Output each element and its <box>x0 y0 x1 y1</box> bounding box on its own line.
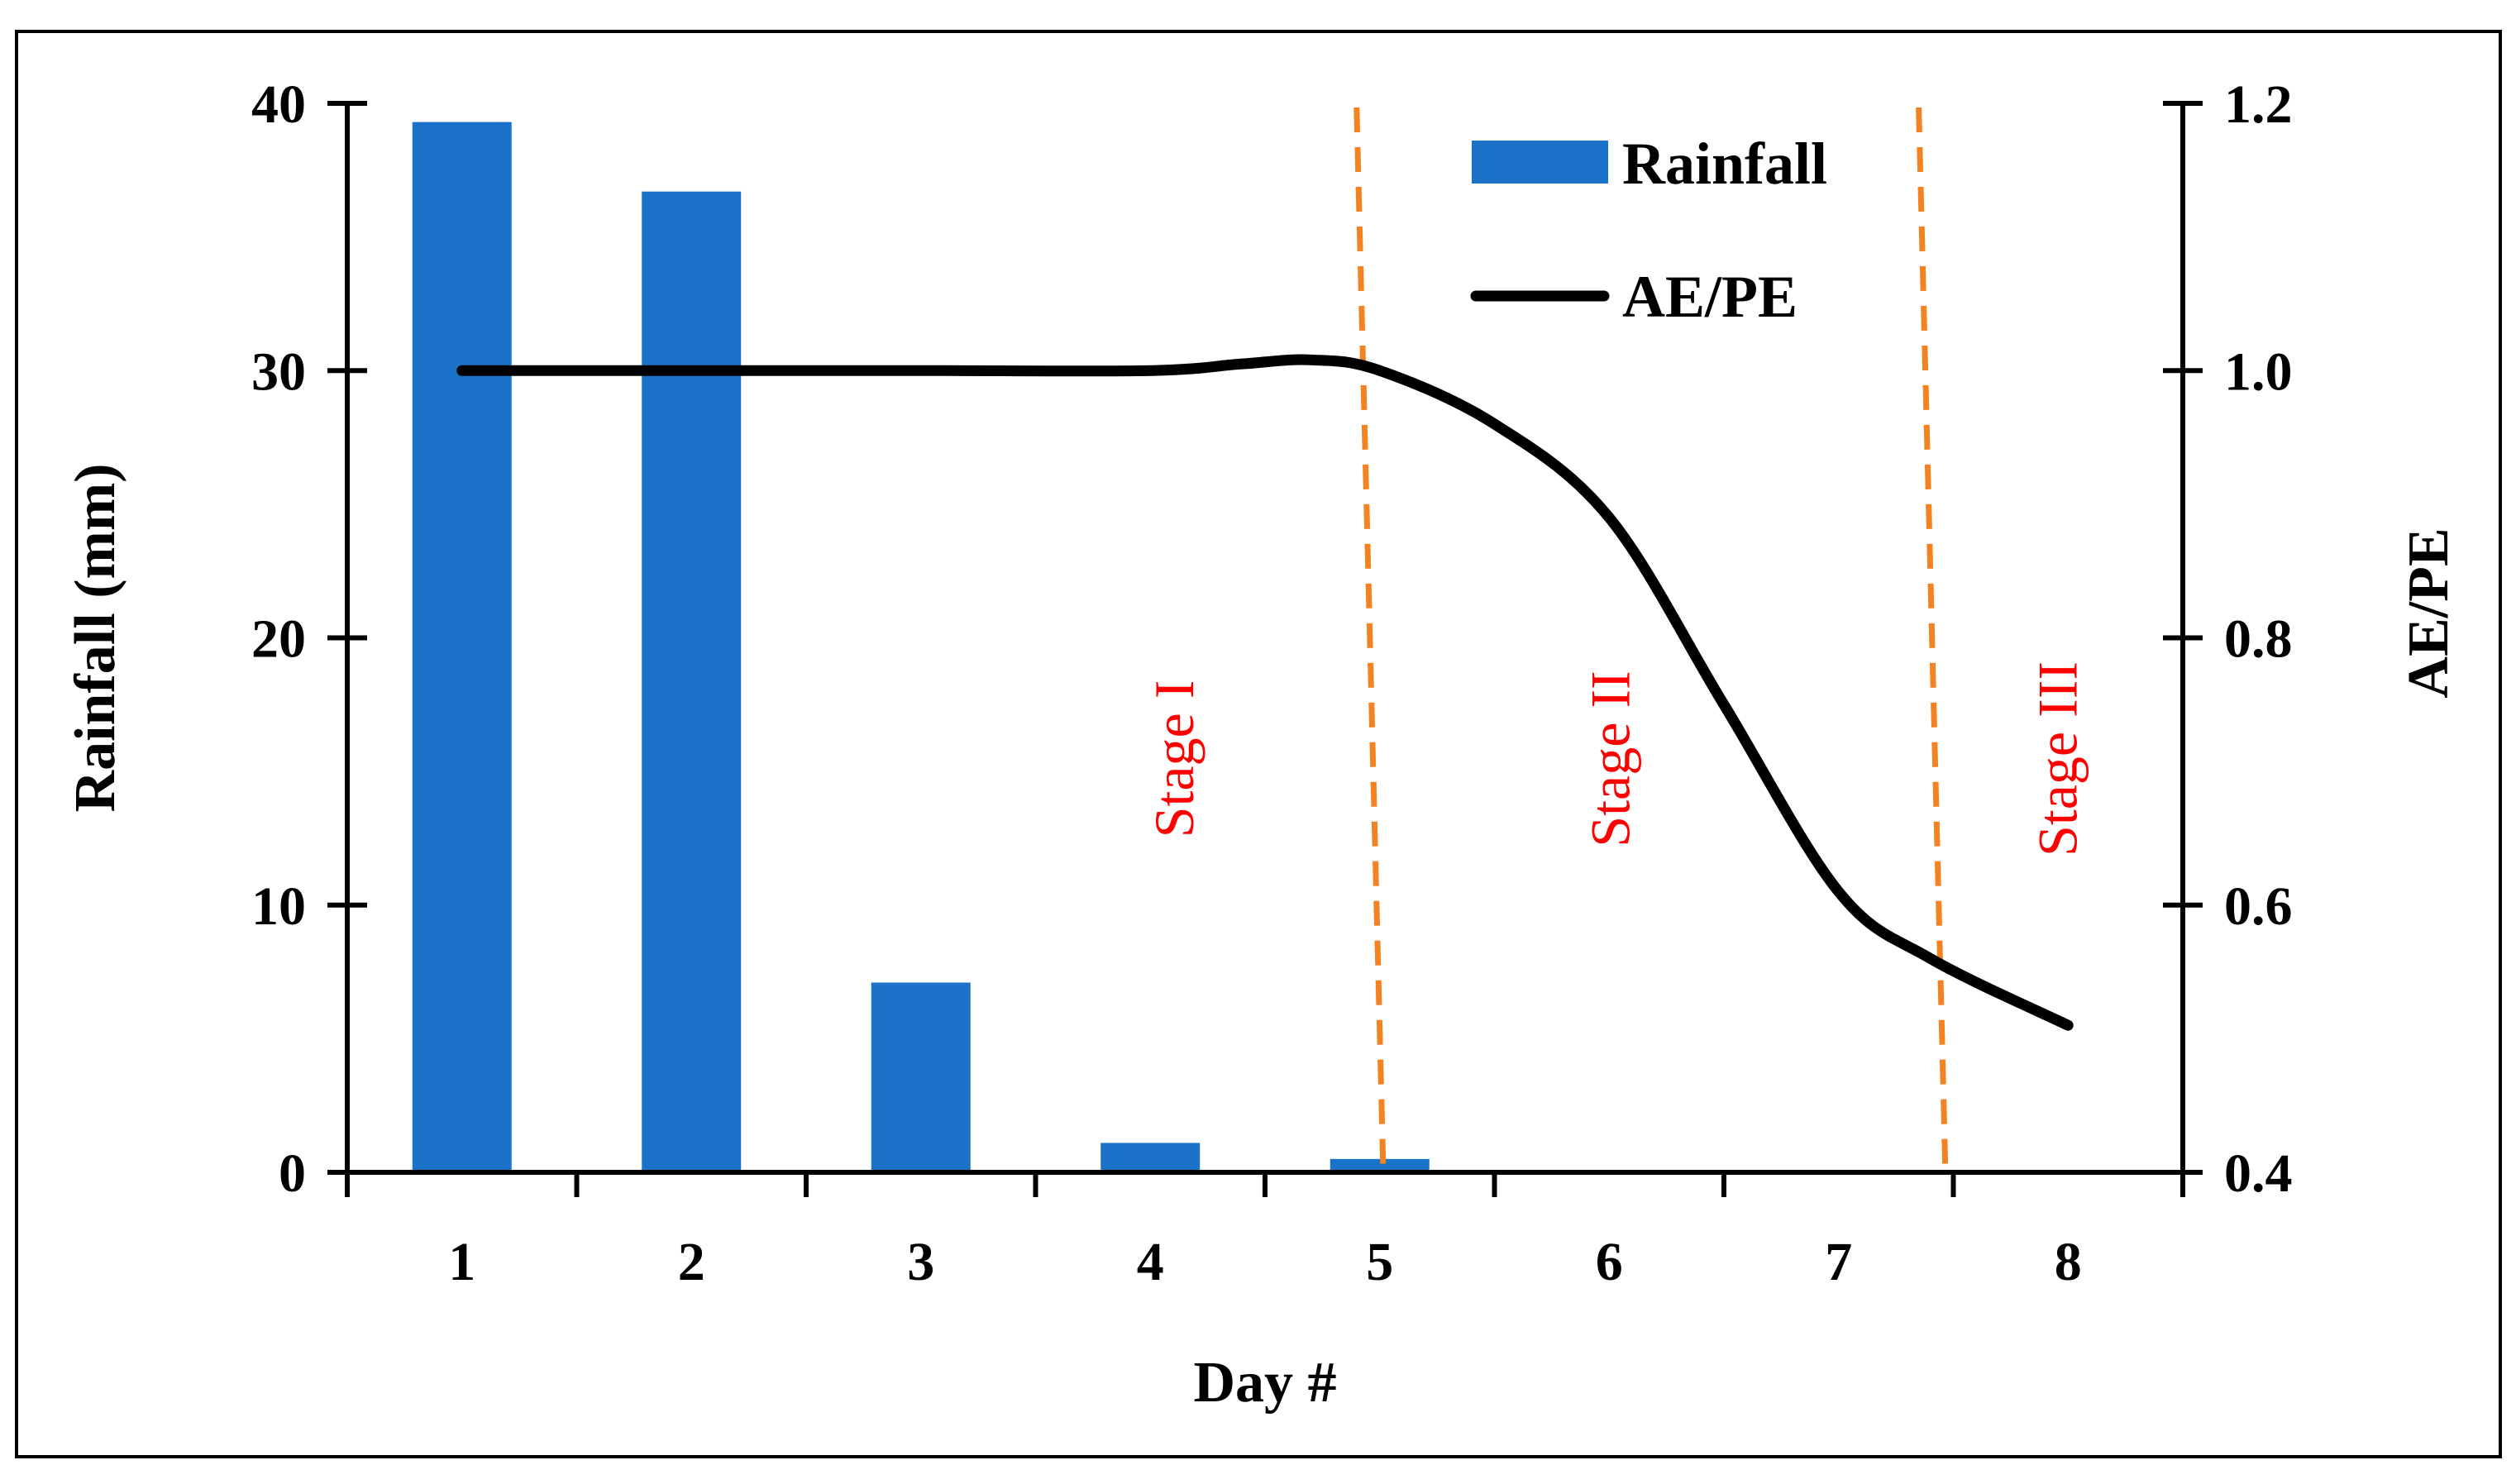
stage-label-3: Stage III <box>2026 661 2089 857</box>
stage-divider-1 <box>1353 107 1387 1165</box>
right-tick-label-1.0: 1.0 <box>2224 341 2293 402</box>
right-tick-label-0.8: 0.8 <box>2224 609 2293 670</box>
legend: Rainfall AE/PE <box>1470 131 1827 330</box>
rainfall-bar-day-1 <box>412 122 512 1173</box>
stage-dividers <box>1353 107 1949 1165</box>
legend-label-rainfall: Rainfall <box>1622 131 1827 197</box>
left-tick-label-40: 40 <box>251 74 306 135</box>
stage-label-1: Stage I <box>1143 680 1205 838</box>
x-tick-label-8: 8 <box>2055 1232 2082 1292</box>
legend-label-ae-pe: AE/PE <box>1622 264 1797 330</box>
x-tick-label-5: 5 <box>1366 1232 1393 1292</box>
right-tick-label-0.6: 0.6 <box>2224 876 2293 937</box>
axes: 0 10 20 30 40 0.4 0.6 0.8 1.0 1.2 1 2 3 4 5 6 7 8 Day # Rai… <box>64 74 2461 1415</box>
left-tick-label-0: 0 <box>279 1143 306 1204</box>
rainfall-bar-day-3 <box>871 982 971 1172</box>
stage-annotations: Stage I Stage II Stage III <box>1143 661 2089 857</box>
x-tick-label-7: 7 <box>1825 1232 1852 1292</box>
x-axis-title: Day # <box>1193 1351 1336 1415</box>
rainfall-bar-day-5 <box>1330 1158 1430 1172</box>
rainfall-bar-day-2 <box>642 191 742 1173</box>
left-tick-label-20: 20 <box>251 609 306 670</box>
right-tick-label-0.4: 0.4 <box>2224 1143 2293 1204</box>
x-tick-label-4: 4 <box>1137 1232 1164 1292</box>
legend-swatch-rainfall <box>1472 141 1608 184</box>
x-tick-label-3: 3 <box>907 1232 934 1292</box>
line-series <box>456 354 2074 1031</box>
x-tick-label-1: 1 <box>448 1232 475 1292</box>
rainfall-bar-day-4 <box>1100 1143 1201 1172</box>
left-axis-title: Rainfall (mm) <box>64 464 127 813</box>
left-tick-label-30: 30 <box>251 341 306 402</box>
right-axis-title: AE/PE <box>2397 527 2461 698</box>
left-tick-label-10: 10 <box>251 876 306 937</box>
stage-divider-2 <box>1916 107 1949 1165</box>
x-tick-label-2: 2 <box>678 1232 705 1292</box>
stage-label-2: Stage II <box>1578 670 1641 847</box>
right-tick-label-1.2: 1.2 <box>2224 74 2293 135</box>
x-tick-label-6: 6 <box>1596 1232 1623 1292</box>
ae-pe-line <box>456 354 2074 1031</box>
outer-frame <box>15 30 2502 1458</box>
bar-series <box>412 122 1430 1173</box>
